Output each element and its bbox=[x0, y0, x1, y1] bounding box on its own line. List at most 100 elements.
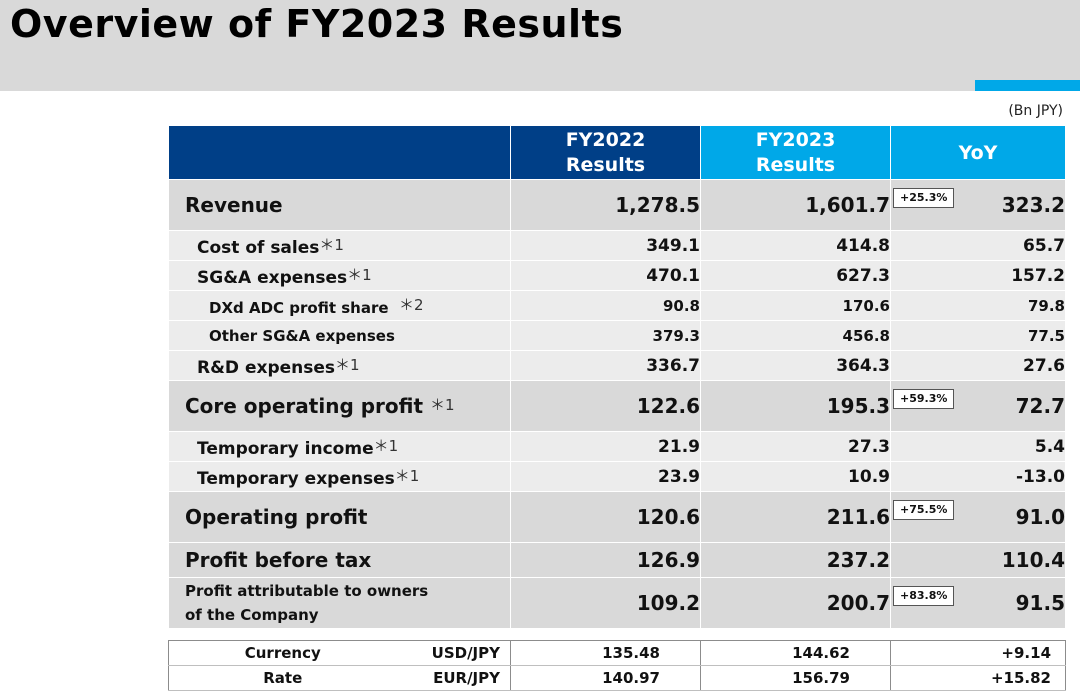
yoy-percent-badge: +25.3% bbox=[893, 188, 955, 208]
row-other-sga-expenses: Other SG&A expenses 379.3 456.8 77.5 bbox=[168, 320, 1066, 351]
row-label: Other SG&A expenses bbox=[168, 320, 511, 351]
row-label-text: Temporary expenses bbox=[197, 468, 395, 489]
row-label-text: Other SG&A expenses bbox=[209, 326, 395, 345]
row-dxd-adc-profit-share: DXd ADC profit share ＊2 90.8 170.6 79.8 bbox=[168, 290, 1066, 321]
yoy-value: 91.5 bbox=[1015, 591, 1065, 615]
cell-fy2023: 237.2 bbox=[700, 542, 891, 578]
currency-row-usd: Currency USD/JPY 135.48 144.62 +9.14 bbox=[168, 640, 1066, 666]
footnote-mark: ＊1 bbox=[373, 436, 399, 455]
cell-yoy: 77.5 bbox=[890, 320, 1066, 351]
currency-yoy: +9.14 bbox=[890, 640, 1066, 666]
row-label: Temporary income＊1 bbox=[168, 431, 511, 462]
cell-fy2023: 1,601.7 bbox=[700, 179, 891, 231]
header-fy2022-line2: Results bbox=[565, 153, 646, 176]
cell-fy2022: 470.1 bbox=[510, 260, 701, 291]
row-label-text: Revenue bbox=[185, 193, 283, 217]
row-label: Temporary expenses＊1 bbox=[168, 461, 511, 492]
cell-fy2023: 195.3 bbox=[700, 380, 891, 432]
cell-fy2022: 122.6 bbox=[510, 380, 701, 432]
yoy-value: 72.7 bbox=[1015, 394, 1065, 418]
cell-fy2022: 120.6 bbox=[510, 491, 701, 543]
row-label: Profit before tax bbox=[168, 542, 511, 578]
header-fy2023-line1: FY2023 bbox=[755, 128, 836, 151]
currency-fy2023: 144.62 bbox=[700, 640, 891, 666]
row-label-text: Profit before tax bbox=[185, 548, 372, 572]
row-label: Revenue bbox=[168, 179, 511, 231]
currency-rate-table: Currency USD/JPY 135.48 144.62 +9.14 Rat… bbox=[168, 640, 1066, 691]
row-rd-expenses: R&D expenses＊1 336.7 364.3 27.6 bbox=[168, 350, 1066, 381]
row-revenue: Revenue 1,278.5 1,601.7 +25.3% 323.2 bbox=[168, 179, 1066, 231]
row-core-operating-profit: Core operating profit ＊1 122.6 195.3 +59… bbox=[168, 380, 1066, 432]
title-band: Overview of FY2023 Results bbox=[0, 0, 1080, 91]
footnote-mark: ＊1 bbox=[319, 235, 344, 254]
row-label: DXd ADC profit share ＊2 bbox=[168, 290, 511, 321]
accent-bar bbox=[975, 80, 1080, 91]
row-label-text: Temporary income bbox=[197, 438, 374, 459]
cell-fy2022: 126.9 bbox=[510, 542, 701, 578]
footnote-mark: ＊1 bbox=[430, 396, 455, 414]
cell-fy2023: 414.8 bbox=[700, 230, 891, 261]
header-fy2022: FY2022 Results bbox=[510, 125, 701, 180]
row-sga-expenses: SG&A expenses＊1 470.1 627.3 157.2 bbox=[168, 260, 1066, 291]
cell-fy2022: 349.1 bbox=[510, 230, 701, 261]
page-title: Overview of FY2023 Results bbox=[10, 2, 624, 46]
row-label-line1: Profit attributable to owners bbox=[185, 582, 429, 600]
row-temporary-expenses: Temporary expenses＊1 23.9 10.9 -13.0 bbox=[168, 461, 1066, 492]
row-label: R&D expenses＊1 bbox=[168, 350, 511, 381]
cell-fy2023: 200.7 bbox=[700, 577, 891, 629]
cell-fy2022: 23.9 bbox=[510, 461, 701, 492]
cell-fy2023: 456.8 bbox=[700, 320, 891, 351]
footnote-mark: ＊1 bbox=[335, 355, 360, 374]
cell-yoy: 157.2 bbox=[890, 260, 1066, 291]
cell-fy2022: 379.3 bbox=[510, 320, 701, 351]
currency-fy2022: 140.97 bbox=[510, 665, 701, 691]
yoy-percent-badge: +83.8% bbox=[893, 586, 955, 606]
yoy-value: 91.0 bbox=[1015, 505, 1065, 529]
header-yoy: YoY bbox=[890, 125, 1066, 180]
row-cost-of-sales: Cost of sales＊1 349.1 414.8 65.7 bbox=[168, 230, 1066, 261]
currency-label: Currency bbox=[168, 640, 397, 666]
currency-fy2022: 135.48 bbox=[510, 640, 701, 666]
cell-fy2022: 109.2 bbox=[510, 577, 701, 629]
cell-yoy: 65.7 bbox=[890, 230, 1066, 261]
row-label-text: SG&A expenses bbox=[197, 267, 348, 288]
footnote-mark: ＊1 bbox=[394, 466, 420, 485]
cell-yoy: +25.3% 323.2 bbox=[890, 179, 1066, 231]
cell-yoy: 79.8 bbox=[890, 290, 1066, 321]
header-blank bbox=[168, 125, 511, 180]
cell-yoy: 27.6 bbox=[890, 350, 1066, 381]
row-label-text: R&D expenses bbox=[197, 357, 336, 378]
row-label-line2: of the Company bbox=[185, 606, 319, 624]
cell-fy2023: 364.3 bbox=[700, 350, 891, 381]
cell-yoy: +75.5% 91.0 bbox=[890, 491, 1066, 543]
cell-fy2022: 21.9 bbox=[510, 431, 701, 462]
row-label: Profit attributable to owners of the Com… bbox=[168, 577, 511, 629]
cell-fy2022: 1,278.5 bbox=[510, 179, 701, 231]
cell-fy2022: 90.8 bbox=[510, 290, 701, 321]
row-label-text: DXd ADC profit share bbox=[209, 299, 389, 317]
yoy-value: 323.2 bbox=[1001, 193, 1065, 217]
cell-fy2023: 211.6 bbox=[700, 491, 891, 543]
header-fy2023: FY2023 Results bbox=[700, 125, 891, 180]
cell-yoy: -13.0 bbox=[890, 461, 1066, 492]
cell-fy2023: 10.9 bbox=[700, 461, 891, 492]
row-label: SG&A expenses＊1 bbox=[168, 260, 511, 291]
row-label-text: Core operating profit bbox=[185, 394, 424, 418]
cell-yoy: 110.4 bbox=[890, 542, 1066, 578]
header-fy2023-line2: Results bbox=[755, 153, 836, 176]
yoy-percent-badge: +75.5% bbox=[893, 500, 955, 520]
cell-yoy: +83.8% 91.5 bbox=[890, 577, 1066, 629]
row-label: Cost of sales＊1 bbox=[168, 230, 511, 261]
results-table: FY2022 Results FY2023 Results YoY Revenu… bbox=[168, 125, 1066, 629]
row-profit-attributable: Profit attributable to owners of the Com… bbox=[168, 577, 1066, 629]
row-label-text: Cost of sales bbox=[197, 237, 320, 258]
cell-fy2023: 27.3 bbox=[700, 431, 891, 462]
currency-pair: USD/JPY bbox=[396, 640, 511, 666]
cell-fy2022: 336.7 bbox=[510, 350, 701, 381]
header-row: FY2022 Results FY2023 Results YoY bbox=[168, 125, 1066, 180]
header-fy2022-line1: FY2022 bbox=[565, 128, 646, 151]
row-label: Core operating profit ＊1 bbox=[168, 380, 511, 432]
footnote-mark: ＊2 bbox=[398, 296, 424, 314]
cell-yoy: 5.4 bbox=[890, 431, 1066, 462]
currency-fy2023: 156.79 bbox=[700, 665, 891, 691]
